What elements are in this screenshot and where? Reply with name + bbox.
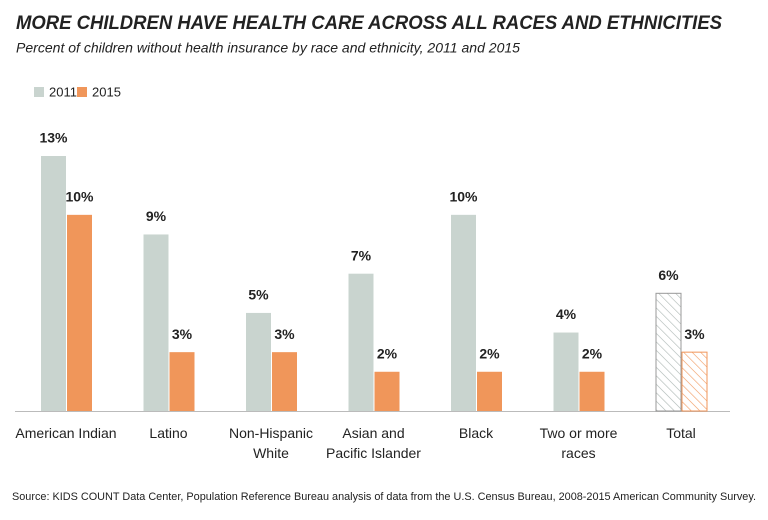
bar — [143, 234, 169, 411]
bar — [681, 351, 708, 412]
value-label: 4% — [556, 306, 577, 322]
legend-swatch — [34, 87, 44, 97]
legend-swatch — [77, 87, 87, 97]
value-label: 2% — [582, 345, 603, 361]
x-tick-label: Non-Hispanic White — [228, 425, 314, 461]
value-label: 6% — [658, 267, 679, 283]
bar — [579, 371, 605, 411]
value-label: 5% — [248, 287, 269, 303]
bar — [272, 352, 297, 411]
value-label: 2% — [377, 345, 398, 361]
bar — [67, 214, 92, 411]
bar — [169, 352, 195, 411]
value-label: 10% — [65, 189, 94, 205]
x-tick-label: Latino — [149, 425, 188, 441]
x-tick-label: Asian and Pacific Islander — [326, 425, 421, 461]
value-label: 13% — [39, 130, 68, 146]
legend-label: 2011 — [49, 84, 77, 99]
bar — [246, 312, 271, 411]
chart-subtitle: Percent of children without health insur… — [16, 41, 520, 56]
value-label: 3% — [172, 326, 193, 342]
value-label: 9% — [146, 208, 167, 224]
source-note: Source: KIDS COUNT Data Center, Populati… — [12, 491, 756, 503]
bar — [477, 371, 502, 411]
x-tick-label: American Indian — [15, 425, 117, 441]
value-label: 2% — [479, 345, 500, 361]
x-tick-label: Two or more races — [539, 425, 618, 461]
legend-label: 2015 — [92, 84, 121, 99]
bar — [348, 273, 374, 411]
value-label: 3% — [684, 326, 705, 342]
value-label: 7% — [351, 247, 372, 263]
chart-title: MORE CHILDREN HAVE HEALTH CARE ACROSS AL… — [16, 13, 722, 34]
x-tick-label: Total — [666, 425, 696, 441]
value-label: 3% — [274, 326, 295, 342]
bar — [41, 156, 66, 411]
bar — [451, 214, 476, 411]
value-label: 10% — [449, 189, 478, 205]
bar — [553, 332, 579, 411]
x-tick-label: Black — [458, 425, 494, 441]
bar — [374, 371, 400, 411]
bar — [655, 292, 682, 412]
